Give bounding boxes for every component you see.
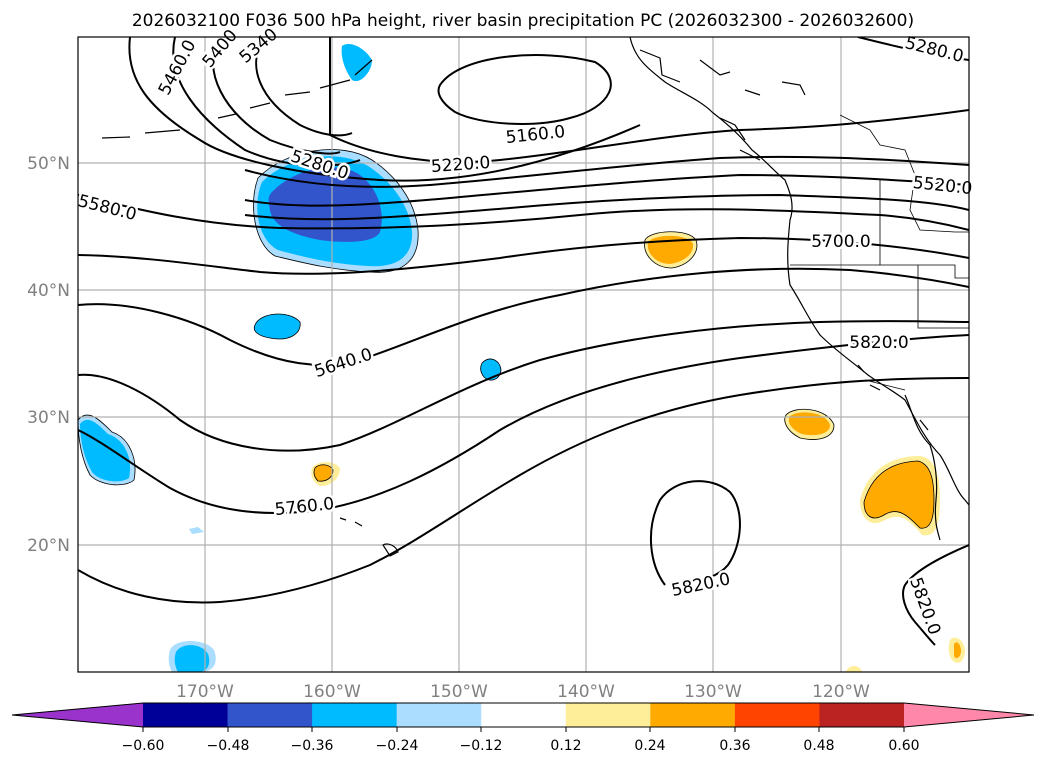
lat-tick-label: 30°N [27,408,70,428]
precip-negative-anomaly-small-1 [254,314,301,339]
colorbar-tick-label: 0.36 [719,738,750,754]
lon-tick-label: 160°W [303,682,361,702]
colorbar-swatch [734,703,820,727]
colorbar-tick-label: −0.48 [207,738,250,754]
colorbar-tick-label: −0.12 [460,738,503,754]
colorbar-swatch [143,703,229,727]
colorbar-tick-label: −0.60 [122,738,165,754]
lon-tick-label: 170°W [176,682,234,702]
colorbar-swatch [396,703,482,727]
contour-5280 [244,155,969,188]
lat-tick-label: 20°N [27,536,70,556]
precip-negative-anomaly-south [168,527,216,672]
precip-outline-contours [78,149,935,529]
contour-5520 [78,194,969,231]
lon-tick-label: 150°W [430,682,488,702]
colorbar-ticks [142,727,905,732]
map-frame [77,36,970,673]
contour-label: 5700.0 [811,232,870,252]
colorbar-swatch [227,703,313,727]
colorbar: −0.60 −0.48 −0.36 −0.24 −0.12 0.12 0.24 … [11,702,1035,754]
contour-5160 [437,54,612,125]
colorbar-tick-label: −0.36 [291,738,334,754]
lat-tick-label: 50°N [27,154,70,174]
figure-title: 2026032100 F036 500 hPa height, river ba… [132,11,914,31]
precip-positive-anomaly-mexico [860,456,940,536]
lon-tick-label: 120°W [812,682,870,702]
precip-positive-anomaly-southeast [846,637,965,672]
colorbar-tick-label: −0.24 [376,738,419,754]
colorbar-tick-label: 0.24 [634,738,665,754]
colorbar-swatches [12,703,1034,727]
lon-tick-label: 130°W [684,682,742,702]
contour-5820-se [902,544,969,646]
contour-5220 [328,37,969,163]
colorbar-swatch [481,703,567,727]
political-borders [790,114,969,391]
contour-label: 5820.0 [849,333,908,353]
contour-5400 [172,37,361,167]
contour-5280-inner [255,37,353,137]
map-panel: 5460.0 5400 5340 5160.0 5220.0 5280.0 55… [73,22,976,673]
colorbar-swatch [650,703,736,727]
longitude-tick-labels: 170°W 160°W 150°W 140°W 130°W 120°W [176,682,870,702]
colorbar-tick-label: 0.60 [888,738,919,754]
colorbar-under-extension [12,703,143,727]
contour-label: 5220.0 [430,153,491,177]
contour-5460 [128,37,641,182]
lon-tick-label: 140°W [557,682,615,702]
contour-5820-main [78,377,969,604]
coastlines [101,37,969,557]
contour-5820-loop [649,480,741,586]
contour-5580 [78,236,969,275]
contour-5280-upper [857,37,969,61]
precip-positive-anomaly-hawaii-north [311,462,340,486]
colorbar-tick-labels: −0.60 −0.48 −0.36 −0.24 −0.12 0.12 0.24 … [122,738,920,754]
colorbar-over-extension [904,703,1034,727]
height-contours [78,37,969,646]
precip-negative-anomaly-west-edge [78,415,136,485]
contour-5700 [78,320,969,452]
contour-5340b [244,173,969,207]
colorbar-swatch [565,703,651,727]
colorbar-tick-label: 0.48 [803,738,834,754]
colorbar-swatch [819,703,905,727]
colorbar-swatch [312,703,398,727]
contour-5640 [78,267,969,366]
contour-5340 [212,37,341,155]
lat-tick-label: 40°N [27,281,70,301]
contour-5760 [78,334,969,515]
latitude-tick-labels: 50°N 40°N 30°N 20°N [27,154,70,556]
map-background [78,37,969,672]
precip-negative-anomaly-alaska [341,43,372,82]
contour-5400b [244,193,969,221]
colorbar-tick-label: 0.12 [550,738,581,754]
